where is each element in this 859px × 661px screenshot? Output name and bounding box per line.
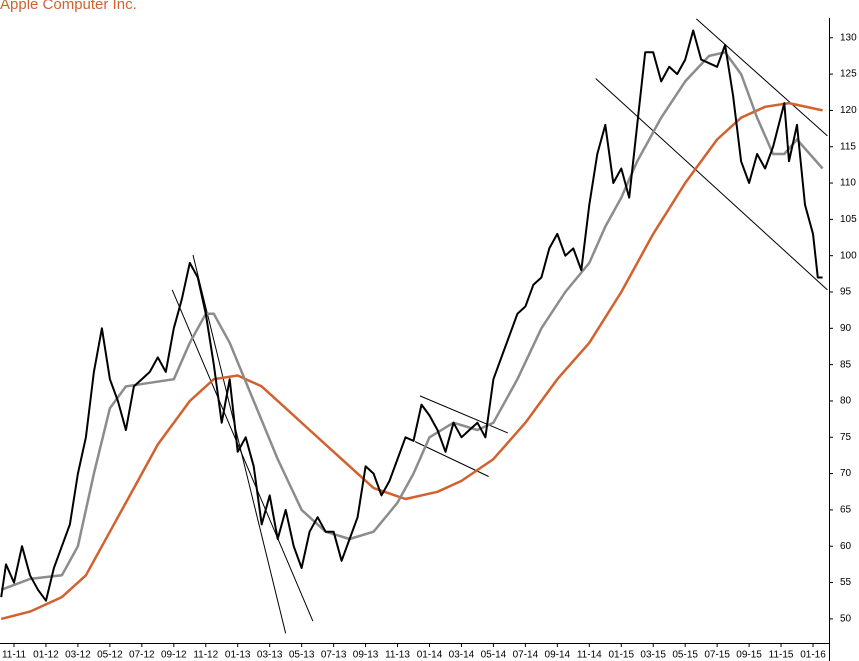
trend-line <box>419 395 508 434</box>
y-tick-label: 70 <box>840 468 852 479</box>
chart-title: Apple Computer Inc. <box>0 0 137 13</box>
x-tick-label: 11-13 <box>385 650 410 661</box>
y-tick-label: 120 <box>840 105 857 116</box>
x-tick-label: 07-15 <box>704 650 730 661</box>
price-line <box>0 101 823 621</box>
x-tick-label: 01-12 <box>33 650 59 661</box>
x-tick-label: 11-11 <box>2 650 27 661</box>
y-tick-label: 100 <box>840 250 857 261</box>
x-tick-label: 03-12 <box>65 650 91 661</box>
y-tick-label: 50 <box>840 614 852 625</box>
y-tick-label: 55 <box>840 577 852 588</box>
price-line <box>0 51 824 591</box>
y-tick-label: 85 <box>840 359 852 370</box>
x-tick-label: 11-12 <box>193 650 218 661</box>
x-tick-label: 07-13 <box>321 650 347 661</box>
x-tick-label: 01-16 <box>800 650 826 661</box>
x-tick-label: 01-13 <box>225 650 251 661</box>
x-tick-label: 03-14 <box>449 650 475 661</box>
trend-line <box>171 289 314 622</box>
y-tick-label: 115 <box>840 141 856 152</box>
x-tick-label: 09-14 <box>545 650 571 661</box>
y-tick-label: 125 <box>840 69 857 80</box>
trend-line <box>192 254 287 634</box>
x-tick-label: 09-12 <box>161 650 187 661</box>
x-tick-label: 01-15 <box>608 650 634 661</box>
x-tick-label: 09-13 <box>353 650 379 661</box>
x-tick-label: 07-12 <box>129 650 155 661</box>
x-tick-label: 09-15 <box>736 650 762 661</box>
y-tick-label: 130 <box>840 32 857 43</box>
y-tick-label: 80 <box>840 396 852 407</box>
y-tick-label: 90 <box>840 323 852 334</box>
x-tick-label: 07-14 <box>513 650 539 661</box>
trend-line <box>696 18 828 137</box>
x-tick-label: 11-14 <box>577 650 602 661</box>
price-line <box>0 29 823 602</box>
y-tick-label: 60 <box>840 541 852 552</box>
y-tick-label: 65 <box>840 505 852 516</box>
y-tick-label: 105 <box>840 214 857 225</box>
trend-line <box>595 78 828 291</box>
x-tick-label: 03-15 <box>640 650 666 661</box>
y-tick-label: 95 <box>840 287 852 298</box>
x-tick-label: 05-14 <box>481 650 507 661</box>
x-tick-label: 05-12 <box>97 650 123 661</box>
x-tick-label: 05-15 <box>672 650 698 661</box>
x-tick-label: 05-13 <box>289 650 315 661</box>
y-tick-label: 75 <box>840 432 852 443</box>
x-tick-label: 11-15 <box>769 650 794 661</box>
y-tick-label: 110 <box>840 178 856 189</box>
x-tick-label: 03-13 <box>257 650 283 661</box>
x-tick-label: 01-14 <box>417 650 443 661</box>
